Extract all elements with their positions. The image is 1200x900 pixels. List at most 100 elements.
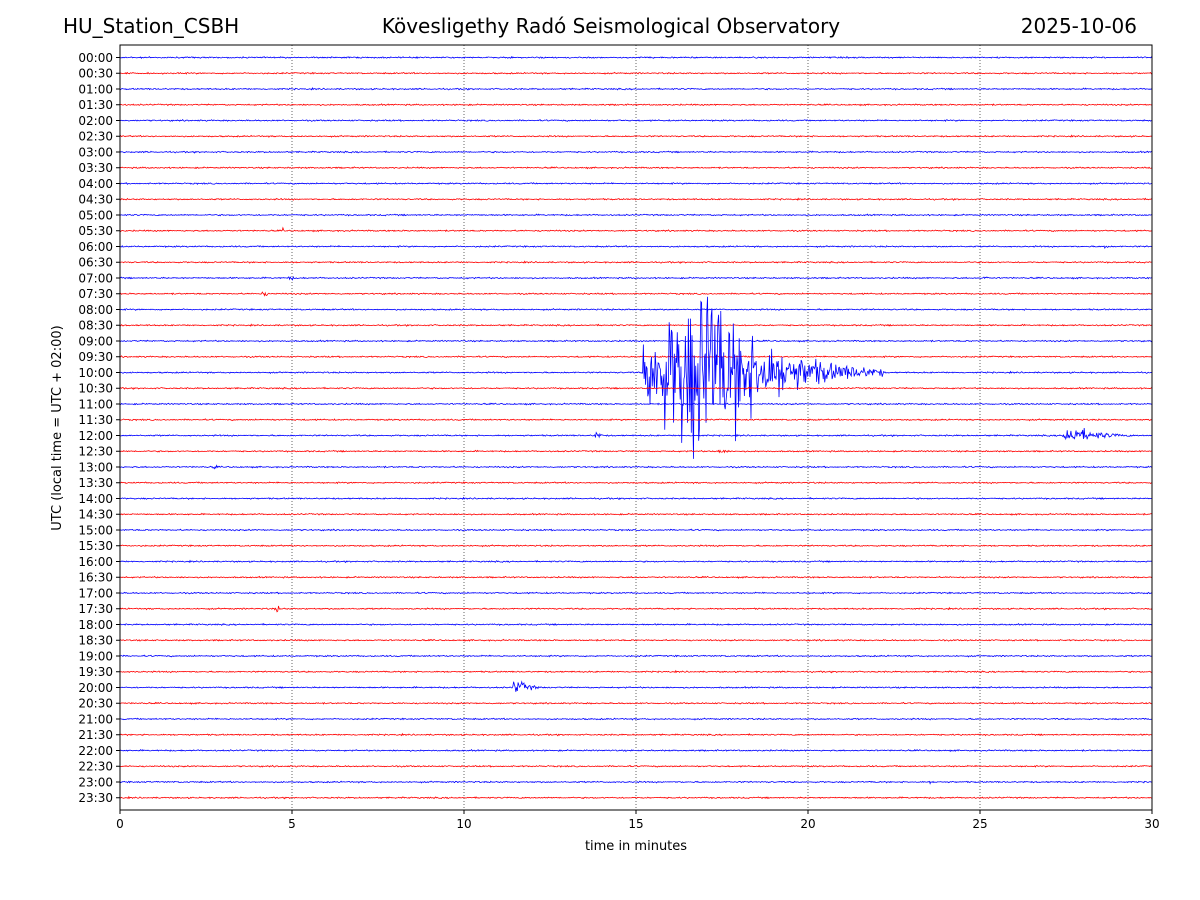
trace-row-2100 <box>119 717 1153 721</box>
station-name: HU_Station_CSBH <box>63 14 240 38</box>
trace-row-1630 <box>120 575 1153 579</box>
trace-row-1500 <box>119 528 1153 532</box>
y-tick-label-1300: 13:00 <box>78 460 113 474</box>
trace-row-0130 <box>119 103 1153 107</box>
y-tick-label-1100: 11:00 <box>78 397 113 411</box>
trace-row-1900 <box>119 654 1153 658</box>
trace-row-1800 <box>119 622 1153 627</box>
y-tick-label-0300: 03:00 <box>78 145 113 159</box>
y-tick-label-0430: 04:30 <box>78 193 113 207</box>
x-axis-ticks: 0 5 10 15 20 25 30 <box>116 810 1160 831</box>
y-tick-label-2030: 20:30 <box>78 697 113 711</box>
trace-row-2330 <box>119 795 1153 800</box>
trace-row-1230 <box>119 449 1153 454</box>
trace-row-0900 <box>119 339 1153 343</box>
y-tick-label-1700: 17:00 <box>78 586 113 600</box>
y-tick-label-1330: 13:30 <box>78 476 113 490</box>
y-tick-label-1030: 10:30 <box>78 382 113 396</box>
y-tick-label-1400: 14:00 <box>78 492 113 506</box>
x-tick-label-20: 20 <box>800 817 815 831</box>
trace-row-0200 <box>119 118 1153 123</box>
trace-row-1430 <box>119 512 1153 516</box>
trace-row-1930 <box>119 669 1153 674</box>
trace-row-1830 <box>119 638 1153 642</box>
y-tick-label-1630: 16:30 <box>78 571 113 585</box>
trace-row-0100 <box>119 87 1153 91</box>
trace-row-2230 <box>119 764 1153 768</box>
y-tick-label-2100: 21:00 <box>78 712 113 726</box>
y-tick-label-0900: 09:00 <box>78 334 113 348</box>
trace-row-1000 <box>119 296 1153 459</box>
trace-row-1600 <box>119 559 1153 564</box>
trace-row-0930 <box>119 355 1153 359</box>
trace-row-1730 <box>119 605 1153 613</box>
y-tick-label-0800: 08:00 <box>78 303 113 317</box>
y-axis-label: UTC (local time = UTC + 02:00) <box>50 325 65 530</box>
trace-row-0500 <box>119 213 1153 217</box>
trace-row-0700 <box>119 275 1153 281</box>
x-tick-label-15: 15 <box>628 817 643 831</box>
trace-row-0600 <box>119 244 1153 249</box>
trace-row-0000 <box>119 55 1153 60</box>
trace-row-0030 <box>119 71 1153 75</box>
trace-row-0730 <box>119 291 1153 297</box>
y-tick-label-2000: 20:00 <box>78 681 113 695</box>
trace-row-0430 <box>119 197 1153 201</box>
y-tick-label-1000: 10:00 <box>78 366 113 380</box>
y-tick-label-1430: 14:30 <box>78 508 113 522</box>
y-tick-label-1530: 15:30 <box>78 539 113 553</box>
y-tick-label-0700: 07:00 <box>78 271 113 285</box>
trace-row-2000 <box>119 680 1153 692</box>
y-tick-label-0930: 09:30 <box>78 350 113 364</box>
trace-row-0800 <box>119 308 1153 312</box>
y-tick-label-0630: 06:30 <box>78 256 113 270</box>
y-tick-label-0200: 02:00 <box>78 114 113 128</box>
trace-row-0630 <box>119 260 1153 264</box>
y-tick-label-1800: 18:00 <box>78 618 113 632</box>
trace-row-0400 <box>119 181 1153 186</box>
trace-row-1330 <box>119 481 1153 485</box>
chart-date: 2025-10-06 <box>1020 14 1137 38</box>
y-tick-label-0130: 01:30 <box>78 98 113 112</box>
chart-title: Kövesligethy Radó Seismological Observat… <box>381 14 841 38</box>
grid-lines <box>291 45 981 810</box>
trace-row-1700 <box>119 591 1153 595</box>
trace-row-1300 <box>119 464 1153 470</box>
x-tick-label-0: 0 <box>116 817 124 831</box>
y-tick-label-1900: 19:00 <box>78 649 113 663</box>
trace-row-2130 <box>119 732 1153 737</box>
y-tick-label-2300: 23:00 <box>78 775 113 789</box>
y-tick-label-0330: 03:30 <box>78 161 113 175</box>
x-tick-label-10: 10 <box>456 817 471 831</box>
trace-row-0300 <box>119 150 1153 154</box>
y-tick-label-2200: 22:00 <box>78 744 113 758</box>
trace-row-0230 <box>119 134 1153 138</box>
y-tick-label-0600: 06:00 <box>78 240 113 254</box>
y-tick-label-0000: 00:00 <box>78 51 113 65</box>
y-tick-label-0030: 00:30 <box>78 67 113 81</box>
trace-row-1530 <box>119 544 1153 548</box>
x-tick-label-5: 5 <box>288 817 296 831</box>
trace-row-2030 <box>119 701 1153 705</box>
y-tick-label-2130: 21:30 <box>78 728 113 742</box>
y-tick-label-0400: 04:00 <box>78 177 113 191</box>
y-tick-label-0230: 02:30 <box>78 130 113 144</box>
y-tick-label-1500: 15:00 <box>78 523 113 537</box>
y-tick-label-0100: 01:00 <box>78 82 113 96</box>
x-tick-label-30: 30 <box>1144 817 1159 831</box>
trace-row-0330 <box>119 166 1153 170</box>
y-tick-label-0500: 05:00 <box>78 208 113 222</box>
y-tick-label-1200: 12:00 <box>78 429 113 443</box>
x-tick-label-25: 25 <box>972 817 987 831</box>
y-tick-label-1730: 17:30 <box>78 602 113 616</box>
y-tick-label-1230: 12:30 <box>78 445 113 459</box>
y-tick-label-0830: 08:30 <box>78 319 113 333</box>
trace-row-1200 <box>119 427 1153 441</box>
y-tick-label-1130: 11:30 <box>78 413 113 427</box>
trace-row-1030 <box>119 386 1153 390</box>
y-tick-label-1930: 19:30 <box>78 665 113 679</box>
y-tick-label-2230: 22:30 <box>78 760 113 774</box>
y-tick-label-0730: 07:30 <box>78 287 113 301</box>
